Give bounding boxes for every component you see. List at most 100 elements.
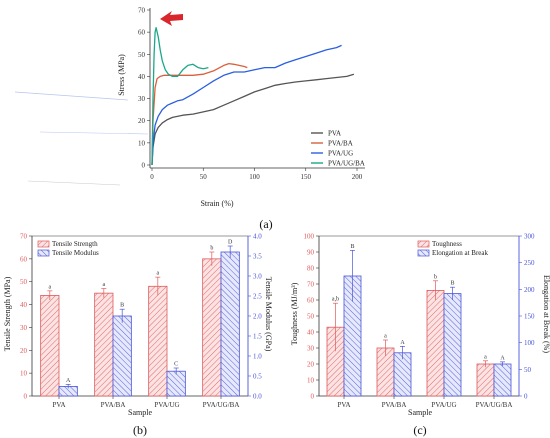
panel-c-x-tick-label: PVA/UG/BA	[476, 401, 513, 409]
panel-c-x-tick-label: PVA/BA	[382, 401, 407, 409]
panel-c-y-tick-label: 100	[304, 233, 315, 241]
panel-b-y-tick-label: 30	[20, 324, 28, 332]
panel-c-y-right-tick-label: 200	[524, 286, 535, 294]
panel-a-y-tick-label: 30	[138, 95, 146, 103]
panel-c-bar-left-series	[476, 363, 495, 397]
panel-b-significance-letter: C	[174, 362, 178, 368]
panel-b-legend-swatch	[37, 249, 50, 257]
panel-a-x-tick-label: 50	[200, 173, 208, 181]
panel-a-series-line-pva-ug	[151, 44, 342, 166]
panel-b-legend-label: Tensile Strength	[52, 240, 98, 248]
panel-a-arrow-icon	[160, 11, 183, 26]
panel-b-bar-right-series	[220, 251, 240, 397]
panel-c-bar-chart: 0 10 20 30 40 50 60 70 80 90 100 0 50 100 150 200 250 300…	[290, 233, 550, 438]
panel-a-series-line-pva-ug-ba	[151, 27, 209, 166]
panel-b-y-tick-label: 10	[20, 370, 28, 378]
panel-b-bar-left-series	[202, 258, 222, 397]
panel-b-y-tick-label: 60	[20, 255, 28, 263]
panel-b-bar-left-series	[94, 292, 114, 397]
panel-c-y-tick-label: 20	[307, 361, 315, 369]
panel-b-significance-letter: a	[102, 282, 105, 288]
panel-b-y-right-tick-label: 3.5	[253, 253, 262, 261]
panel-b-y-tick-label: 20	[20, 347, 28, 355]
panel-c-y-tick-label: 80	[307, 265, 315, 273]
panel-b-y-right-tick-label: 2.5	[253, 293, 262, 301]
panel-a-series-line-pva-ba	[151, 62, 248, 166]
panel-b-legend-label: Tensile Modulus	[52, 249, 99, 257]
panel-b-y-right-tick-label: 4.0	[253, 233, 262, 241]
panel-a-noise-stroke	[14, 91, 129, 101]
panel-c-y-tick-label: 70	[307, 281, 315, 289]
panel-c-label: (c)	[413, 423, 426, 437]
panel-c-significance-letter: A	[500, 355, 505, 361]
panel-a-legend-label: PVA/BA	[328, 140, 353, 148]
panel-c-legend-swatch	[417, 240, 430, 248]
panel-c-y-tick-label: 50	[307, 313, 315, 321]
panel-a-y-tick-label: 20	[138, 117, 146, 125]
panel-b-y-right-tick-label: 0.0	[253, 393, 262, 401]
panel-a-x-tick-label: 0	[150, 173, 154, 181]
panel-c-y-right-tick-label: 250	[524, 259, 535, 267]
panel-a-arrow-annotation	[160, 11, 183, 26]
panel-c-y-right-tick-label: 50	[524, 366, 532, 374]
panel-a-y-tick-label: 70	[138, 7, 146, 15]
panel-a-series-line-pva	[151, 73, 355, 166]
panel-c-significance-letter: A	[400, 340, 405, 346]
panel-c-y-tick-label: 60	[307, 297, 315, 305]
panel-b-x-tick-label: PVA/UG	[154, 401, 179, 409]
panel-c-y-tick-label: 0	[311, 393, 315, 401]
panel-a-x-tick-label: 200	[352, 173, 363, 181]
panel-c-y-tick-label: 40	[307, 329, 315, 337]
panel-b-significance-letter: a	[156, 271, 159, 277]
panel-c-y-axis-right-label: Elongation at Break (%)	[542, 275, 550, 353]
panel-c-significance-letter: a,b	[332, 297, 339, 303]
panel-b-significance-letter: b	[210, 246, 213, 252]
panel-b-y-axis-right-label: Tensile Modulus (GPa)	[264, 277, 273, 352]
panel-c-significance-letter: B	[450, 281, 454, 287]
panel-c-y-right-tick-label: 100	[524, 339, 535, 347]
panel-c-y-tick-label: 90	[307, 249, 315, 257]
panel-c-legend-swatch	[417, 249, 430, 257]
panel-a-y-tick-label: 0	[142, 162, 146, 170]
panel-b-x-axis-label: Sample	[128, 408, 152, 417]
panel-c-x-tick-label: PVA/UG	[431, 401, 456, 409]
panel-b-y-right-tick-label: 2.0	[253, 313, 262, 321]
panel-a-x-tick-label: 150	[301, 173, 312, 181]
panel-a-y-tick-label: 60	[138, 29, 146, 37]
panel-c-bar-right-series	[443, 293, 462, 397]
panel-c-y-axis-label: Toughness (MJ/m³)	[290, 282, 299, 345]
panel-c-bar-right-series	[393, 352, 412, 397]
panel-b-y-right-tick-label: 0.5	[253, 373, 262, 381]
panel-b-significance-letter: D	[228, 240, 233, 246]
panel-b-significance-letter: B	[120, 303, 124, 309]
panel-b-y-right-tick-label: 1.0	[253, 353, 262, 361]
panel-c-y-right-tick-label: 150	[524, 313, 535, 321]
panel-b-y-tick-label: 70	[20, 233, 28, 241]
panel-a-label: (a)	[259, 217, 272, 231]
panel-b-y-right-tick-label: 3.0	[253, 273, 262, 281]
panel-c-bar-left-series	[426, 289, 445, 397]
panel-b-y-tick-label: 40	[20, 301, 28, 309]
panel-b-bar-chart: 0 10 20 30 40 50 60 70 0.0 0.5 1.0 1.5 2.0 2.5 3.0 3.5 4…	[3, 233, 273, 438]
panel-b-bar-left-series	[40, 295, 60, 397]
panel-b-y-tick-label: 50	[20, 278, 28, 286]
panel-a-y-tick-label: 40	[138, 73, 146, 81]
panel-c-y-tick-label: 10	[307, 377, 315, 385]
panel-b-significance-letter: a	[48, 284, 51, 290]
panel-c-y-right-tick-label: 300	[524, 233, 535, 241]
panel-c-significance-letter: a	[484, 354, 487, 360]
panel-c-significance-letter: a	[384, 334, 387, 340]
panel-c-y-tick-label: 30	[307, 345, 315, 353]
panel-c-marks: 0 10 20 30 40 50 60 70 80 90 100 0 50 100 150 200 250 300…	[304, 233, 536, 410]
panel-a-x-axis-label: Strain (%)	[200, 199, 233, 208]
panel-b-legend-swatch	[37, 240, 50, 248]
panel-a-legend-label: PVA	[328, 130, 341, 138]
panel-c-x-axis-label: Sample	[408, 408, 432, 417]
panel-b-label: (b)	[133, 423, 147, 437]
panel-c-significance-letter: B	[350, 244, 354, 250]
panel-a-noise-stroke	[39, 131, 149, 135]
panel-a-legend-label: PVA/UG	[328, 150, 353, 158]
panel-c-legend-label: Toughness	[432, 240, 462, 248]
panel-b-x-tick-label: PVA/BA	[101, 401, 126, 409]
